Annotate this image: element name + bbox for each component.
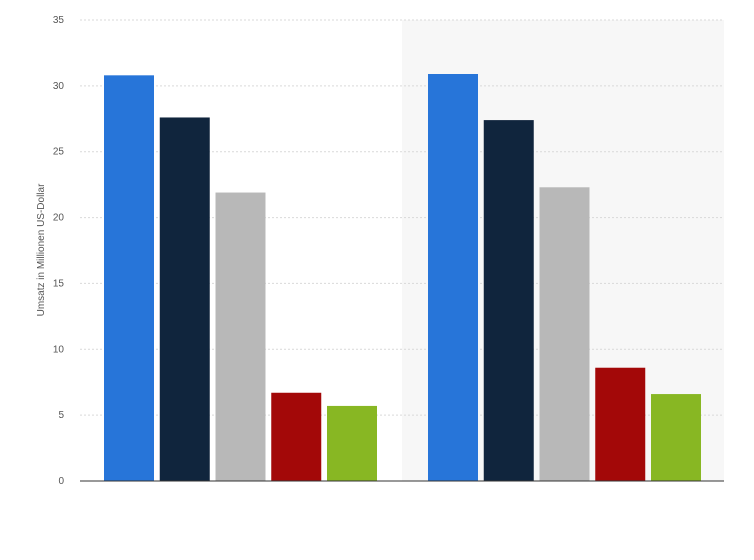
y-tick-label: 25 [53, 147, 65, 158]
y-axis-ticks: 0 5 10 15 20 25 30 35 [53, 15, 65, 487]
bar [428, 74, 478, 481]
bars [104, 74, 701, 482]
bar [159, 117, 210, 482]
y-tick-label: 30 [53, 81, 65, 92]
bar [595, 367, 646, 481]
bar [539, 187, 590, 481]
bar [104, 75, 154, 481]
y-tick-label: 0 [58, 476, 64, 487]
y-tick-label: 35 [53, 15, 65, 26]
y-axis-label: Umsatz in Millionen US-Dollar [36, 183, 47, 316]
y-tick-label: 20 [53, 213, 65, 224]
bar [651, 394, 701, 481]
bar [327, 405, 377, 481]
y-tick-label: 5 [58, 410, 64, 421]
y-tick-label: 10 [53, 344, 65, 355]
bar [483, 120, 534, 482]
bar [215, 192, 266, 481]
y-tick-label: 15 [53, 278, 65, 289]
bar [271, 392, 322, 481]
